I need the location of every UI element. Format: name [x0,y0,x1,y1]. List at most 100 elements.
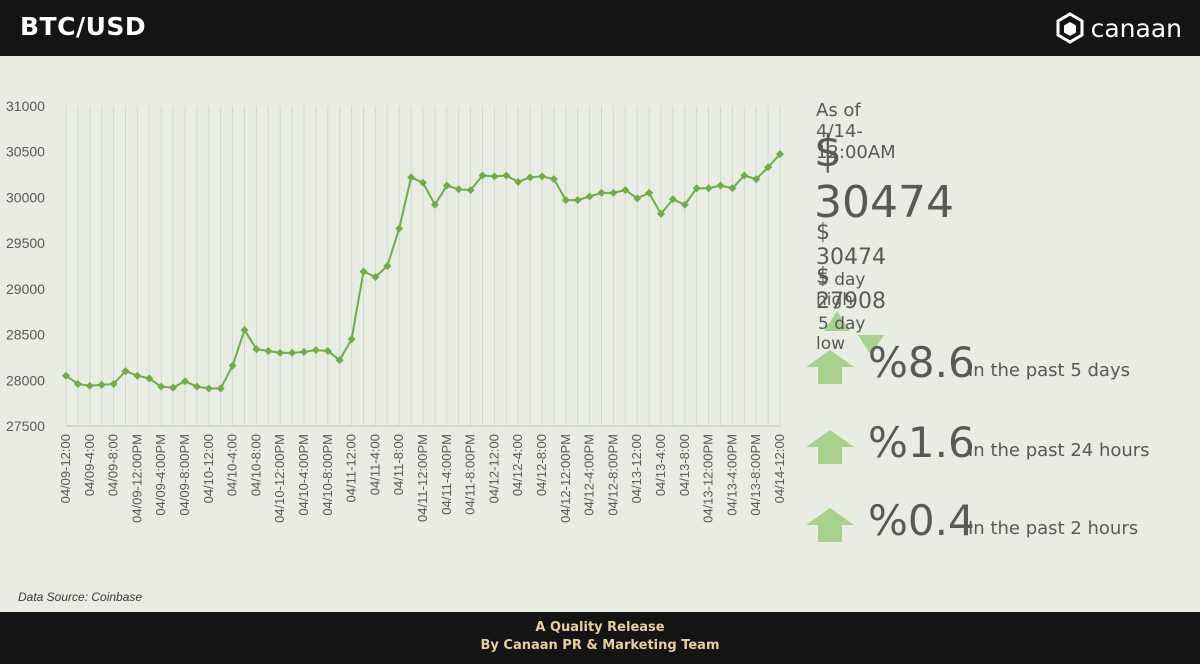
arrow-up-icon [806,508,854,542]
current-price: $ 30474 [814,126,954,228]
price-line-chart: 27500 28000 28500 29000 29500 30000 30500 31000… [6,98,787,523]
data-point [192,382,201,391]
as-of-label: As of 4/14-12:00AM [816,100,896,163]
x-tick-label: 04/11-4:00PM [439,434,454,515]
data-point [692,184,701,193]
data-point [347,335,356,344]
x-tick-label: 04/09-4:00PM [153,434,168,516]
data-point [442,181,451,190]
x-tick-label: 04/10-8:00PM [320,434,335,516]
x-tick-label: 04/12-12:00PM [558,434,573,523]
data-point [133,371,142,380]
data-point [85,381,94,390]
x-tick-label: 04/13-12:00PM [701,434,716,523]
y-tick-label: 30500 [6,144,45,160]
y-tick-label: 28500 [6,327,45,343]
x-tick-label: 04/12-8:00 [534,434,549,496]
x-tick-label: 04/12-8:00PM [605,434,620,516]
x-tick-label: 04/10-12:00 [201,434,216,503]
x-tick-label: 04/09-4:00 [82,434,97,496]
triangle-up-icon [824,310,850,331]
data-point [109,379,118,388]
y-tick-label: 28000 [6,372,45,388]
data-source-note: Data Source: Coinbase [18,590,143,604]
y-tick-label: 31000 [6,98,45,114]
x-tick-label: 04/11-12:00 [344,434,359,502]
x-tick-label: 04/13-4:00 [653,434,668,496]
data-point [216,384,225,393]
data-point [430,200,439,209]
data-point [466,186,475,195]
logo-text: canaan [1090,13,1182,43]
data-point [228,361,237,370]
change-label: In the past 5 days [968,360,1130,381]
data-point [585,192,594,201]
data-point [121,367,130,376]
data-point [407,173,416,182]
data-point [419,178,427,187]
arrow-up-icon [806,350,854,384]
x-tick-label: 04/10-4:00 [225,434,240,496]
data-point [704,184,713,193]
data-point [538,172,546,181]
triangle-down-icon [858,334,885,355]
hexagon-logo-icon [1056,12,1084,44]
data-point [395,224,404,233]
data-point [323,347,332,356]
data-point [776,150,784,159]
data-point [73,379,82,388]
x-tick-label: 04/10-12:00PM [272,434,287,523]
x-tick-label: 04/10-8:00 [248,434,263,496]
y-tick-label: 27500 [6,418,45,434]
low-label: 5 day low [816,314,866,354]
y-tick-label: 30000 [6,189,45,205]
header-bar: BTC/USD canaan [0,0,1200,56]
data-point [181,377,189,386]
data-point [526,173,535,182]
x-tick-label: 04/11-12:00PM [415,434,430,522]
x-tick-label: 04/12-4:00PM [582,434,597,516]
data-point [490,172,499,181]
data-point [549,175,558,184]
change-pct: %1.6 [868,418,975,467]
x-tick-label: 04/09-12:00PM [129,434,144,523]
x-tick-label: 04/13-4:00PM [724,434,739,516]
x-tick-label: 04/09-8:00PM [177,434,192,516]
data-point [383,262,392,270]
five-day-low: $ 27908 5 day low [816,264,886,355]
x-tick-label: 04/13-8:00 [677,434,692,496]
data-point [169,383,178,392]
data-point [478,171,487,180]
footer-line-2: By Canaan PR & Marketing Team [480,638,720,653]
data-point [514,177,523,186]
data-point [371,272,380,281]
x-tick-label: 04/11-4:00 [367,434,382,495]
data-point [276,348,285,357]
change-label: In the past 2 hours [968,518,1139,539]
change-label: In the past 24 hours [968,440,1150,461]
data-point [716,181,725,190]
x-tick-label: 04/10-4:00PM [296,434,311,516]
data-point [668,195,677,204]
canaan-logo: canaan [1055,11,1182,45]
main-panel: 27500 28000 28500 29000 29500 30000 30500 31000… [0,56,1200,612]
data-point [752,175,761,184]
x-tick-label: 04/11-8:00 [391,434,406,495]
footer-bar: A Quality Release By Canaan PR & Marketi… [0,612,1200,664]
five-day-high: $ 30474 5 day high [816,220,886,331]
x-tick-label: 04/13-12:00 [629,434,644,503]
data-point [204,384,213,393]
page-title: BTC/USD [20,12,147,41]
x-tick-label: 04/09-8:00 [106,434,121,496]
data-point [740,171,749,180]
data-point [561,196,570,205]
data-point [597,188,606,197]
data-point [97,380,106,389]
data-point [359,267,368,276]
data-point [62,371,70,380]
x-tick-label: 04/12-12:00 [486,434,501,503]
data-point [573,196,582,205]
data-point [335,356,344,365]
data-point [300,347,308,356]
data-point [609,188,618,197]
